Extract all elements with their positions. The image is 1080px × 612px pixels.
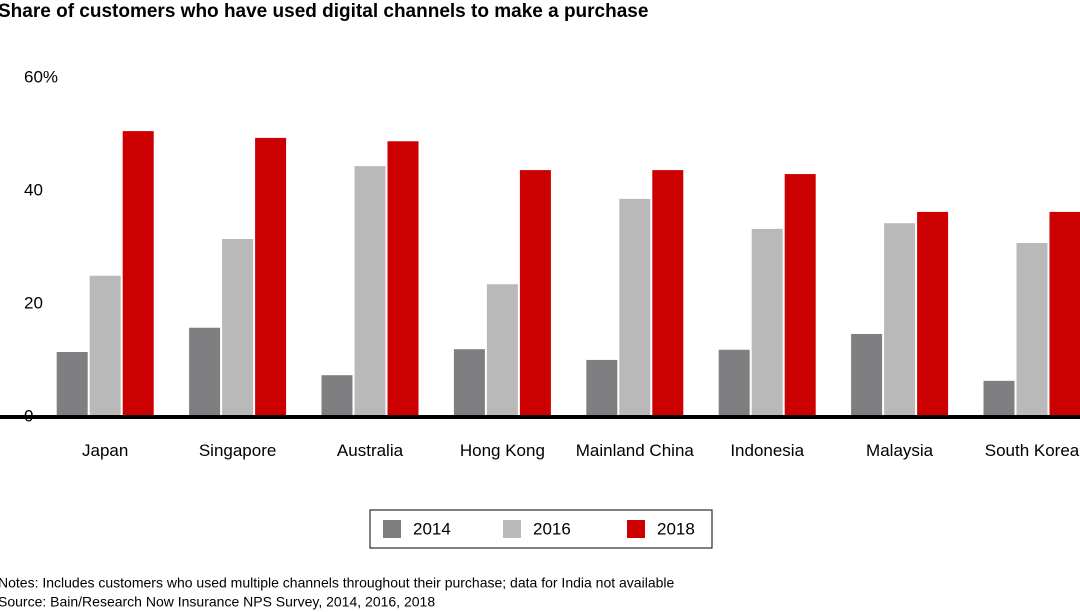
bar: [122, 131, 154, 418]
bar: [56, 352, 88, 417]
source: Source: Bain/Research Now Insurance NPS …: [0, 594, 435, 610]
x-tick-label-box: South Korea: [984, 441, 1080, 460]
bar: [387, 141, 419, 417]
bar: [784, 174, 816, 417]
bar: [586, 359, 618, 417]
legend-swatch: [383, 520, 401, 538]
legend-box: [369, 509, 713, 549]
x-tick-label: Singapore: [198, 441, 277, 460]
y-tick-label: 60%: [24, 67, 58, 86]
y-tick-label: 40: [24, 180, 43, 199]
x-tick-label-box: Indonesia: [730, 441, 805, 460]
bar: [255, 137, 287, 417]
legend-label: 2018: [657, 519, 695, 538]
legend-swatch: [503, 520, 521, 538]
x-tick-label: Australia: [336, 441, 404, 460]
bar: [486, 284, 518, 417]
bar: [321, 375, 353, 417]
x-tick-label: Hong Kong: [459, 441, 545, 460]
legend-swatch: [627, 520, 645, 538]
chart-title: Share of customers who have used digital…: [0, 1, 648, 22]
bar: [519, 170, 551, 417]
x-tick-label-box: Malaysia: [866, 441, 934, 460]
x-tick-label: Mainland China: [575, 441, 694, 460]
legend-label: 2014: [413, 519, 451, 538]
bar: [354, 166, 386, 417]
x-tick-label-box: Singapore: [198, 441, 277, 460]
bar: [619, 198, 651, 417]
bar: [884, 223, 916, 417]
bar: [983, 380, 1015, 417]
x-tick-label-box: Mainland China: [575, 441, 694, 460]
x-tick-label: Malaysia: [866, 441, 934, 460]
x-tick-label: Indonesia: [730, 441, 805, 460]
legend-label: 2016: [533, 519, 571, 538]
x-tick-label-box: Japan: [82, 441, 129, 460]
bar: [453, 349, 485, 417]
x-tick-label-box: Hong Kong: [459, 441, 545, 460]
bar: [222, 239, 254, 417]
bar: [1016, 242, 1048, 417]
bar: [652, 170, 684, 417]
x-tick-label-box: Australia: [336, 441, 404, 460]
bar: [851, 333, 883, 417]
x-tick-label: Japan: [82, 441, 129, 460]
bar: [89, 275, 121, 417]
bar: [751, 228, 783, 417]
bar: [189, 327, 221, 417]
bar: [1049, 211, 1080, 417]
bar: [917, 211, 949, 417]
notes: Notes: Includes customers who used multi…: [0, 575, 675, 591]
bar: [718, 349, 750, 417]
y-tick-label: 20: [24, 293, 43, 312]
x-tick-label: South Korea: [984, 441, 1080, 460]
